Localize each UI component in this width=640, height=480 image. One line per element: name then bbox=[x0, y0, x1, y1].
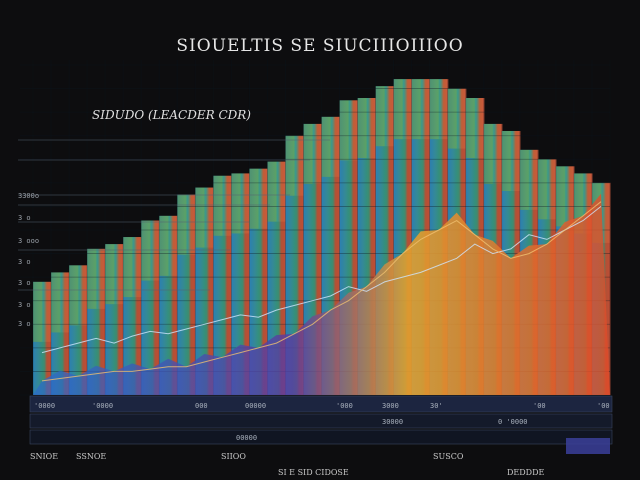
bar-cap-29 bbox=[537, 159, 557, 220]
x-tick-label: 000 bbox=[195, 402, 208, 410]
bar-cap-30 bbox=[555, 166, 575, 227]
footer-label: SSNOE bbox=[76, 452, 107, 461]
x-tick-label: '0000 bbox=[92, 402, 114, 410]
bar-cap-25 bbox=[465, 98, 485, 158]
x-tick-label-secondary: '00 bbox=[597, 402, 610, 410]
y-tick-label: 3 ooo bbox=[18, 237, 40, 245]
bar-cap-19 bbox=[357, 98, 377, 158]
bar-cap-18 bbox=[339, 100, 359, 161]
footer-label: SUSCO bbox=[433, 452, 464, 461]
x-tick-label: '0000 bbox=[34, 402, 56, 410]
x-tick-label-secondary: 00000 bbox=[236, 434, 258, 442]
bar-cap-17 bbox=[321, 116, 341, 177]
line-series bbox=[41, 201, 602, 382]
table-band-3 bbox=[29, 429, 613, 445]
line-series-2 bbox=[41, 201, 602, 382]
y-tick-label: 3 o bbox=[18, 279, 31, 287]
bar-cap-22 bbox=[411, 79, 431, 140]
y-tick-label: 3 o bbox=[18, 301, 31, 309]
bar-cap-24 bbox=[447, 88, 467, 149]
bar-cap-4 bbox=[87, 248, 106, 309]
table-band-2 bbox=[29, 413, 613, 429]
footer-label: SNIOE bbox=[30, 452, 59, 461]
bar-cap-8 bbox=[159, 215, 178, 276]
watermark-badge bbox=[566, 438, 610, 454]
bar-cap-13 bbox=[249, 168, 268, 229]
bar-cap-27 bbox=[501, 131, 521, 191]
bar-cap-26 bbox=[483, 123, 503, 184]
bar-cap-11 bbox=[213, 175, 232, 236]
y-tick-label: 3 o bbox=[18, 214, 31, 222]
bar-cap-9 bbox=[177, 194, 196, 255]
chart-title: SIOUELTIS SE SIUCIIIOIIIOO bbox=[176, 36, 464, 56]
table-band-1 bbox=[29, 395, 613, 413]
chart-subtitle: SIDUDO (LEACDER CDR) bbox=[92, 108, 251, 122]
x-tick-label-secondary: 30000 bbox=[382, 418, 404, 426]
footer-label: SI E SID CIDOSE bbox=[278, 468, 349, 477]
bar-cap-5 bbox=[105, 244, 124, 305]
x-tick-label: 3000 bbox=[382, 402, 399, 410]
y-tick-label: 3 o bbox=[18, 320, 31, 328]
bar-cap-16 bbox=[303, 123, 322, 184]
x-tick-label: 30' bbox=[430, 402, 443, 410]
bar-cap-1 bbox=[33, 281, 52, 342]
x-tick-label: '000 bbox=[336, 402, 353, 410]
bar-cap-21 bbox=[393, 79, 413, 140]
bar-cap-7 bbox=[141, 220, 160, 281]
y-tick-label: 3300o bbox=[18, 192, 40, 200]
bar-cap-28 bbox=[519, 149, 539, 210]
footer-label: SIIOO bbox=[221, 452, 246, 461]
bar-cap-3 bbox=[69, 265, 88, 326]
bar-cap-20 bbox=[375, 86, 395, 147]
bar-cap-12 bbox=[231, 173, 250, 234]
x-tick-label: '00 bbox=[533, 402, 546, 410]
bar-cap-15 bbox=[285, 135, 304, 196]
data-table-bands bbox=[29, 395, 613, 445]
area-fill bbox=[33, 193, 610, 395]
x-tick-label: 00000 bbox=[245, 402, 267, 410]
footer-label: DEDDDE bbox=[507, 468, 545, 477]
bar-cap-2 bbox=[51, 272, 70, 333]
x-tick-label-secondary: 0 '0000 bbox=[498, 418, 528, 426]
bar-cap-14 bbox=[267, 161, 286, 222]
y-tick-label: 3 o bbox=[18, 258, 31, 266]
bar-cap-6 bbox=[123, 237, 142, 298]
area-series bbox=[33, 193, 610, 395]
line-series-1 bbox=[41, 206, 602, 354]
bar-cap-10 bbox=[195, 187, 214, 248]
bar-cap-23 bbox=[429, 79, 449, 140]
